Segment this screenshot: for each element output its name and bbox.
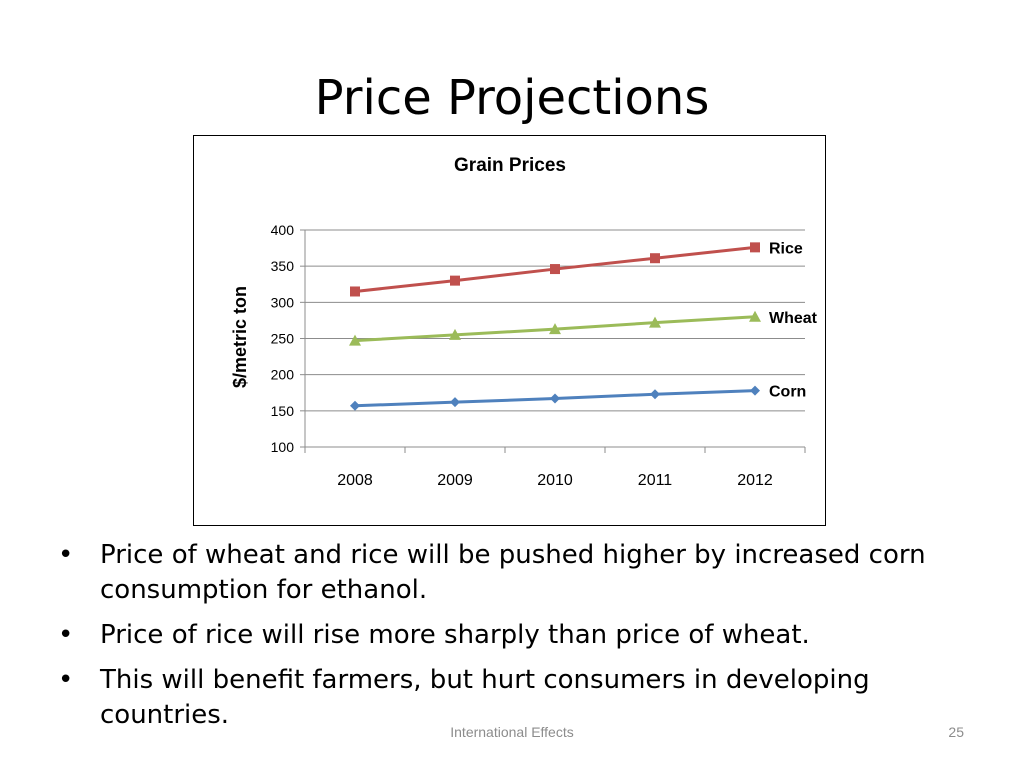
wheat-point [349, 334, 361, 346]
wheat-point [649, 316, 661, 328]
rice-point [350, 286, 360, 297]
y-tick-label: 350 [271, 258, 295, 274]
y-tick-label: 400 [271, 222, 295, 238]
bullet-list: • Price of wheat and rice will be pushed… [58, 538, 958, 743]
rice-point [650, 253, 660, 264]
page-number: 25 [948, 724, 964, 740]
rice-point [550, 264, 560, 275]
wheat-series-label: Wheat [769, 310, 818, 327]
rice-point [450, 275, 460, 286]
chart-frame: Grain Prices $/metric ton 100 150 200 250 30… [193, 135, 826, 526]
x-tick-label: 2012 [737, 472, 773, 489]
footer-text: International Effects [450, 724, 574, 740]
y-tick-label: 300 [271, 294, 295, 310]
corn-point [750, 385, 760, 396]
y-axis-label: $/metric ton [230, 286, 250, 388]
corn-series-label: Corn [769, 384, 806, 401]
wheat-point [449, 328, 461, 340]
bullet-marker: • [58, 620, 74, 650]
wheat-point [749, 310, 761, 322]
x-tick-label: 2009 [437, 472, 473, 489]
bullet-marker: • [58, 540, 74, 570]
corn-point [450, 397, 460, 408]
y-tick-label: 200 [271, 367, 295, 383]
y-tick-label: 250 [271, 331, 295, 347]
grain-prices-chart: Grain Prices $/metric ton 100 150 200 250 30… [230, 155, 818, 489]
bullet-text: Price of wheat and rice will be pushed h… [100, 540, 926, 605]
rice-point [750, 242, 760, 253]
bullet-item: • Price of wheat and rice will be pushed… [58, 538, 958, 608]
chart-title: Grain Prices [454, 155, 566, 176]
wheat-point [549, 323, 561, 335]
x-tick-label: 2011 [638, 472, 673, 489]
x-tick-label: 2008 [337, 472, 373, 489]
x-tick-label: 2010 [537, 472, 573, 489]
y-tick-label: 100 [271, 439, 295, 455]
rice-series-label: Rice [769, 240, 803, 257]
bullet-item: • Price of rice will rise more sharply t… [58, 618, 958, 653]
corn-point [650, 389, 660, 400]
corn-point [350, 400, 360, 411]
y-tick-label: 150 [271, 403, 295, 419]
corn-point [550, 393, 560, 404]
bullet-marker: • [58, 665, 74, 695]
bullet-text: Price of rice will rise more sharply tha… [100, 620, 810, 650]
bullet-item: • This will benefit farmers, but hurt co… [58, 663, 958, 733]
bullet-text: This will benefit farmers, but hurt cons… [100, 665, 870, 730]
slide-title: Price Projections [314, 70, 710, 126]
